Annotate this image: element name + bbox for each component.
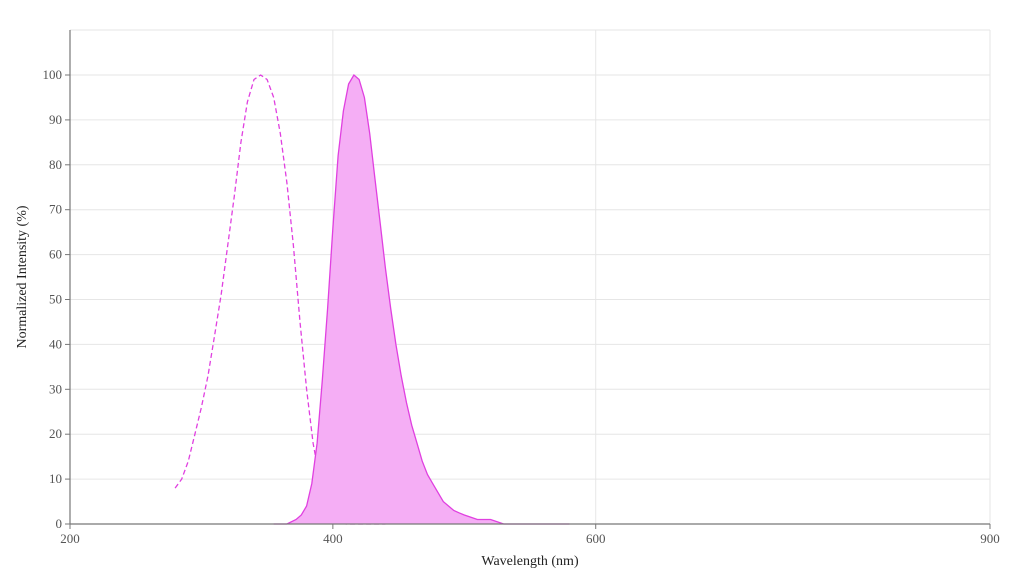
x-axis-label: Wavelength (nm) (481, 554, 579, 569)
y-tick-label: 30 (49, 381, 62, 396)
y-axis-label: Normalized Intensity (%) (15, 205, 30, 348)
emission-area-fill (273, 75, 570, 524)
y-tick-label: 60 (49, 247, 62, 262)
y-tick-label: 10 (49, 471, 62, 486)
y-tick-label: 50 (49, 292, 62, 307)
grid-layer (70, 29, 991, 524)
y-tick-label: 100 (43, 67, 63, 82)
series-layer (174, 73, 570, 525)
emission-series-line (273, 73, 570, 525)
y-tick-label: 40 (49, 336, 62, 351)
x-tick-label: 900 (980, 531, 1000, 546)
axis-layer (69, 30, 990, 525)
tick-layer: 0 10 20 30 40 50 60 70 80 90 100 200 400 600 900 (43, 67, 1000, 546)
y-tick-label: 90 (49, 112, 62, 127)
y-tick-label: 20 (49, 426, 62, 441)
y-tick-label: 70 (49, 202, 62, 217)
x-tick-label: 600 (586, 531, 606, 546)
x-tick-label: 200 (60, 531, 80, 546)
y-tick-label: 80 (49, 157, 62, 172)
x-tick-label: 400 (323, 531, 343, 546)
y-tick-label: 0 (56, 516, 63, 531)
